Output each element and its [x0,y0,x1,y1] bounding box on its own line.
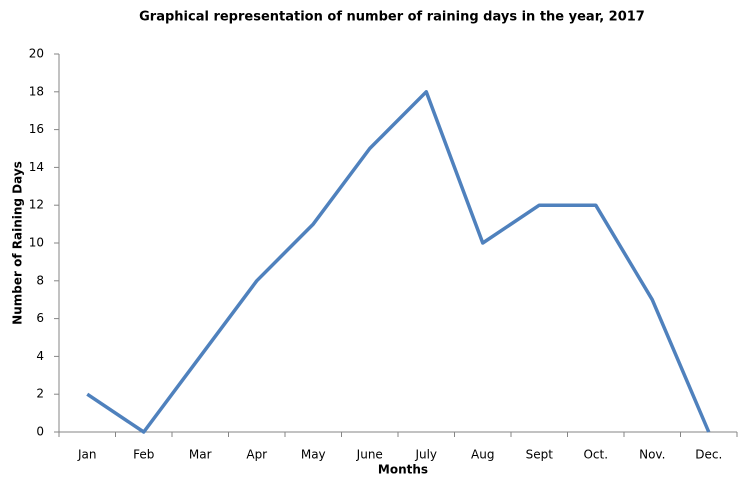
y-tick-label: 8 [36,273,44,287]
x-axis-label: Months [378,463,428,477]
y-tick-label: 12 [29,198,44,212]
y-axis-label: Number of Raining Days [11,161,25,325]
y-tick-label: 20 [29,47,44,61]
y-tick-label: 10 [29,236,44,250]
x-tick-label: Dec. [695,448,722,462]
y-tick-label: 14 [29,160,44,174]
x-tick-label: Sept [526,448,554,462]
y-tick-label: 6 [36,311,44,325]
x-tick-label: May [301,448,326,462]
chart-title: Graphical representation of number of ra… [139,10,645,25]
x-tick-label: Mar [189,448,212,462]
x-tick-label: Feb [133,448,154,462]
y-tick-label: 0 [36,425,44,439]
x-tick-label: Oct. [583,448,608,462]
x-tick-label: June [356,448,383,462]
y-tick-label: 18 [29,84,44,98]
y-tick-label: 4 [36,349,44,363]
x-tick-label: Aug [471,448,494,462]
x-tick-label: July [414,448,437,462]
x-tick-label: Jan [77,448,97,462]
y-tick-label: 16 [29,122,44,136]
x-tick-label: Nov. [639,448,665,462]
x-tick-label: Apr [246,448,267,462]
y-tick-label: 2 [36,387,44,401]
line-series [86,90,711,434]
